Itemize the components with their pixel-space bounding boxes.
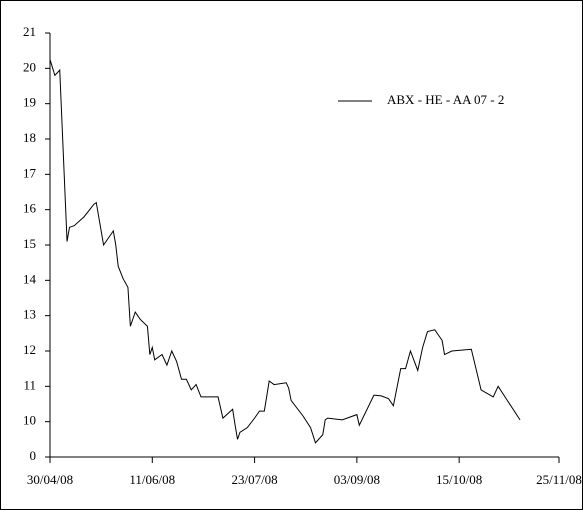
x-tick-label: 15/10/08 [436,472,482,487]
y-tick-label: 21 [23,24,36,39]
x-tick-label: 23/07/08 [231,472,277,487]
x-tick-label: 11/06/08 [129,472,175,487]
y-tick-label: 10 [23,413,36,428]
y-tick-label: 14 [23,271,37,286]
x-tick-label: 25/11/08 [536,472,582,487]
y-tick-label: 12 [23,342,36,357]
y-tick-label: 16 [23,201,37,216]
y-tick-label: 13 [23,307,36,322]
legend-label: ABX - HE - AA 07 - 2 [387,92,504,107]
y-tick-label: 18 [23,130,36,145]
y-tick-label: 17 [23,165,37,180]
y-tick-label: 15 [23,236,36,251]
x-tick-label: 30/04/08 [27,472,73,487]
data-line [49,59,521,444]
x-tick-label: 03/09/08 [334,472,380,487]
y-tick-label: 20 [23,59,36,74]
y-tick-label: 0 [30,448,37,463]
y-tick-label: 19 [23,95,36,110]
y-tick-label: 11 [23,377,36,392]
